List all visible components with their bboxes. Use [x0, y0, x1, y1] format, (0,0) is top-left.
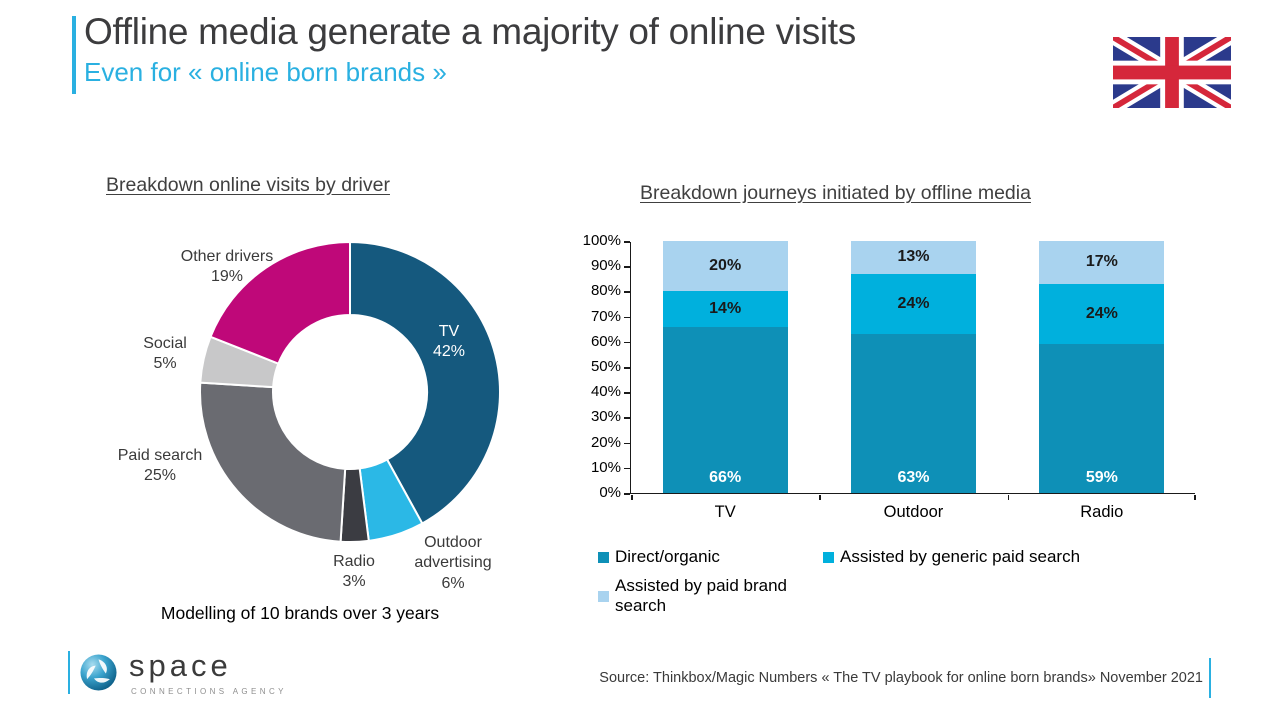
pie-label-value: 6%	[441, 574, 465, 592]
bar-chart-plot-area: 0% 10% 20% 30% 40% 50% 60% 70% 80% 90% 100% TV Outdo…	[583, 232, 1196, 521]
title-accent-bar	[72, 16, 76, 94]
legend-label: Assisted by generic paid search	[840, 547, 1081, 566]
bar-segment-direct-organic: 63%	[851, 334, 976, 493]
donut-chart	[199, 241, 501, 543]
pie-label-radio: Radio 3%	[322, 552, 386, 593]
y-axis-tick-label: 30%	[590, 408, 621, 426]
y-axis-tick-mark	[624, 291, 630, 293]
pie-slice-other-drivers	[209, 241, 351, 365]
bar-segment-assisted-by-generic-paid-search: 24%	[851, 273, 976, 335]
bar-segment-direct-organic: 66%	[662, 326, 788, 493]
bar-value-label: 13%	[897, 248, 930, 266]
y-axis-tick-mark	[624, 417, 630, 419]
y-axis-tick-label: 20%	[590, 433, 621, 451]
y-axis-tick-mark	[624, 241, 630, 243]
bar-chart-title: Breakdown journeys initiated by offline …	[640, 182, 1031, 204]
pie-label-tv: TV 42%	[406, 322, 492, 363]
x-axis-tick-mark	[819, 495, 821, 500]
x-axis-tick-mark	[1007, 495, 1010, 500]
pie-label-text: Paid search	[117, 447, 203, 464]
x-axis-category-label: TV	[714, 503, 736, 521]
bar-segment-assisted-by-paid-brand-search: 20%	[662, 241, 788, 292]
legend-swatch-icon	[823, 551, 834, 563]
bar-segment-assisted-by-generic-paid-search: 14%	[662, 291, 788, 327]
logo-wordmark: space	[129, 648, 232, 683]
bar-value-label: 63%	[897, 469, 930, 486]
page-subtitle: Even for « online born brands »	[84, 57, 447, 87]
legend-item-paid-brand-search: Assisted by paid brand search	[598, 576, 823, 616]
x-axis-category-label: Outdoor	[883, 503, 944, 521]
space-sphere-logo-icon	[80, 654, 117, 691]
source-citation: Source: Thinkbox/Magic Numbers « The TV …	[599, 670, 1203, 686]
legend-item-direct-organic: Direct/organic	[598, 547, 823, 567]
bar-chart-legend: Direct/organic Assisted by generic paid …	[598, 547, 1208, 616]
x-axis-category-label: Radio	[1080, 503, 1124, 521]
pie-label-value: 42%	[432, 343, 466, 361]
x-axis-tick-mark	[1194, 495, 1196, 500]
bar-value-label: 17%	[1085, 253, 1118, 271]
bar-tv: 66% 14% 20%	[662, 241, 788, 493]
y-axis-tick-mark	[624, 467, 630, 470]
y-axis-tick-label: 70%	[590, 307, 621, 325]
bar-value-label: 59%	[1085, 469, 1118, 486]
y-axis-tick-mark	[624, 266, 630, 268]
bar-radio: 59% 24% 17%	[1039, 241, 1165, 493]
legend-swatch-icon	[598, 590, 609, 602]
y-axis-tick-mark	[624, 493, 630, 495]
y-axis-tick-mark	[624, 367, 630, 369]
pie-label-other-drivers: Other drivers 19%	[172, 247, 282, 288]
bar-value-label: 24%	[897, 295, 930, 313]
bar-segment-direct-organic: 59%	[1039, 344, 1165, 493]
pie-chart-caption: Modelling of 10 brands over 3 years	[160, 603, 440, 623]
logo-tagline: CONNECTIONS AGENCY	[131, 687, 287, 696]
logo-accent-line	[68, 651, 70, 694]
bar-segment-assisted-by-paid-brand-search: 17%	[1039, 241, 1165, 284]
pie-label-value: 25%	[143, 467, 177, 485]
pie-label-value: 19%	[210, 268, 244, 286]
pie-slice-tv	[349, 241, 501, 525]
pie-label-text: Other drivers	[180, 248, 274, 265]
pie-chart-title: Breakdown online visits by driver	[106, 174, 390, 196]
legend-swatch-icon	[598, 551, 609, 563]
pie-label-outdoor-advertising: Outdoor advertising 6%	[407, 533, 499, 594]
legend-item-generic-paid-search: Assisted by generic paid search	[823, 547, 1208, 567]
legend-label: Assisted by paid brand search	[615, 576, 787, 615]
uk-flag-icon	[1113, 37, 1231, 108]
y-axis-tick-mark	[624, 442, 630, 445]
y-axis-tick-label: 40%	[590, 383, 621, 401]
y-axis-tick-label: 90%	[590, 257, 621, 275]
y-axis-tick-label: 50%	[590, 358, 621, 375]
pie-label-social: Social 5%	[128, 334, 202, 375]
pie-label-text: Radio	[333, 553, 375, 570]
pie-label-text: Social	[143, 335, 187, 352]
y-axis-tick-mark	[624, 392, 630, 394]
bar-value-label: 24%	[1085, 305, 1118, 323]
bar-segment-assisted-by-generic-paid-search: 24%	[1039, 283, 1165, 345]
y-axis-tick-mark	[624, 341, 630, 344]
pie-label-paid-search: Paid search 25%	[112, 446, 208, 487]
page-title: Offline media generate a majority of onl…	[84, 11, 856, 52]
bar-value-label: 14%	[709, 300, 742, 318]
bar-value-label: 66%	[709, 469, 742, 486]
legend-label: Direct/organic	[615, 547, 720, 566]
y-axis-tick-label: 80%	[590, 282, 621, 300]
bar-value-label: 20%	[709, 257, 742, 275]
pie-label-text: TV	[438, 323, 460, 340]
pie-label-value: 3%	[342, 573, 366, 591]
bar-segment-assisted-by-paid-brand-search: 13%	[851, 241, 976, 274]
pie-slice-paid-search	[199, 381, 347, 543]
y-axis-tick-label: 100%	[582, 232, 621, 249]
y-axis-tick-label: 60%	[590, 332, 621, 350]
y-axis-tick-label: 0%	[599, 484, 621, 501]
y-axis-tick-mark	[624, 316, 630, 319]
y-axis-tick-label: 10%	[590, 458, 621, 476]
pie-label-text: Outdoor advertising	[414, 534, 492, 572]
x-axis-tick-mark	[631, 495, 633, 500]
pie-label-value: 5%	[153, 355, 177, 373]
source-accent-line	[1209, 658, 1211, 698]
bar-outdoor: 63% 24% 13%	[851, 241, 976, 493]
